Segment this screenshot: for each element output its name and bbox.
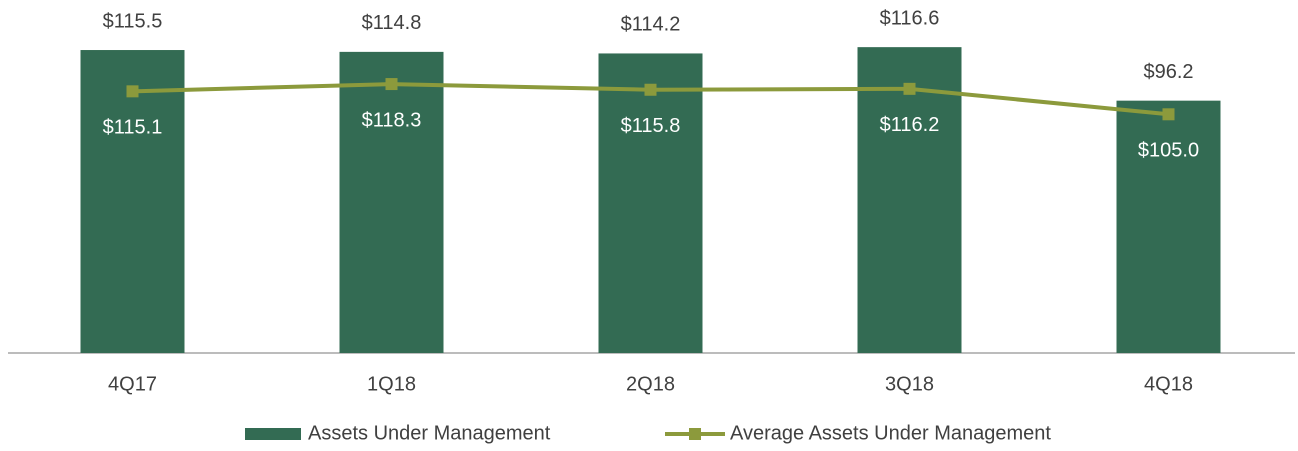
- bar-value-label: $116.6: [880, 7, 940, 29]
- line-marker: [903, 82, 916, 95]
- bar: [1116, 100, 1221, 353]
- x-tick-label: 4Q17: [108, 373, 157, 395]
- bar-value-label: $114.2: [621, 14, 681, 36]
- legend-label: Average Assets Under Management: [730, 422, 1051, 444]
- x-tick-label: 4Q18: [1144, 373, 1193, 395]
- bar: [598, 53, 703, 354]
- bar: [339, 51, 444, 354]
- line-value-label: $115.8: [621, 115, 681, 137]
- bar-value-label: $96.2: [1143, 61, 1193, 83]
- bar: [80, 50, 185, 354]
- x-tick-label: 3Q18: [885, 373, 934, 395]
- legend-swatch: [245, 428, 301, 440]
- line-value-label: $118.3: [362, 109, 422, 131]
- legend-swatch-marker: [689, 428, 701, 440]
- bar-value-label: $115.5: [103, 10, 163, 32]
- line-value-label: $115.1: [103, 117, 163, 139]
- bar-value-label: $114.8: [362, 12, 422, 34]
- x-tick-label: 2Q18: [626, 373, 675, 395]
- legend-label: Assets Under Management: [308, 422, 551, 444]
- line-value-label: $116.2: [880, 114, 940, 136]
- line-marker: [1162, 108, 1175, 121]
- line-marker: [385, 78, 398, 91]
- line-marker: [126, 85, 139, 98]
- line-value-label: $105.0: [1138, 140, 1199, 162]
- x-tick-label: 1Q18: [367, 373, 416, 395]
- line-marker: [644, 83, 657, 96]
- bar: [857, 47, 962, 353]
